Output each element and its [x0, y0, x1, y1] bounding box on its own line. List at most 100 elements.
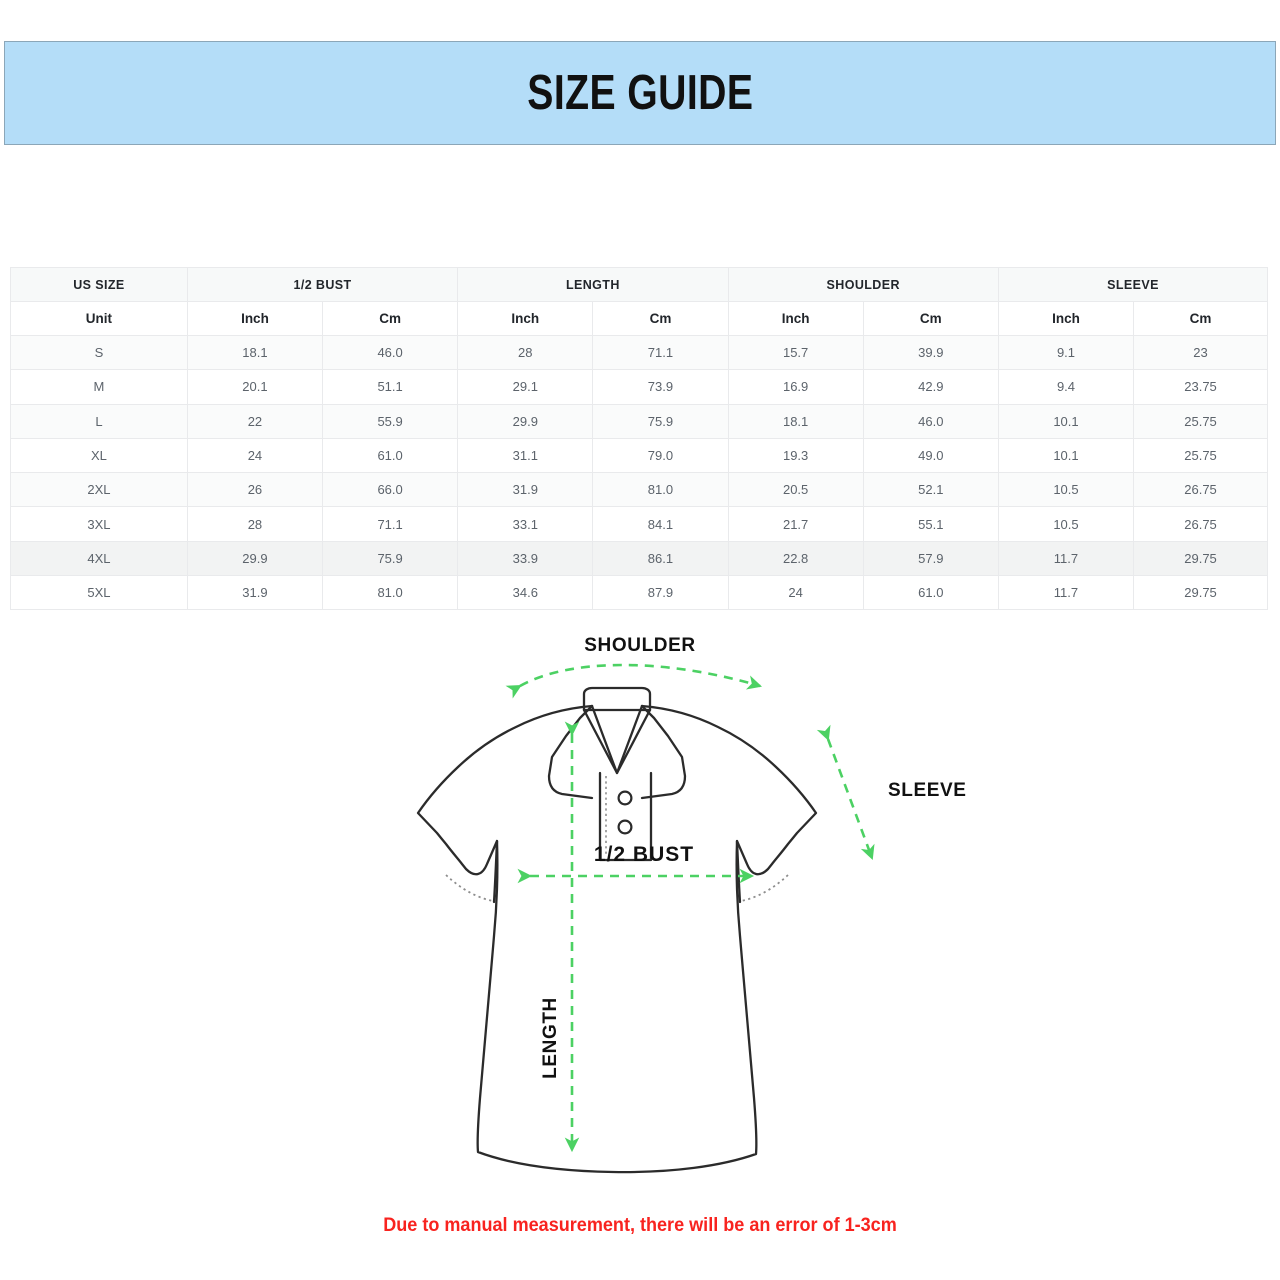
cell-shoulder-inch: 18.1	[727, 403, 864, 439]
unit-header-unit: Unit	[10, 301, 188, 336]
table-row: 5XL 31.9 81.0 34.6 87.9 24 61.0 11.7 29.…	[10, 575, 1268, 611]
shirt-outline	[416, 686, 818, 1174]
group-header-sleeve: SLEEVE	[997, 267, 1269, 302]
group-header-bust: 1/2 BUST	[186, 267, 459, 302]
cell-bust-cm: 51.1	[322, 369, 459, 405]
unit-header-length-cm: Cm	[592, 301, 729, 336]
unit-header-bust-inch: Inch	[186, 301, 324, 336]
table-group-header-row: US SIZE 1/2 BUST LENGTH SHOULDER SLEEVE	[10, 267, 1269, 302]
cell-bust-inch: 18.1	[186, 334, 324, 371]
cell-length-inch: 29.1	[457, 369, 594, 405]
unit-header-sleeve-cm: Cm	[1133, 301, 1268, 336]
table-row: XL 24 61.0 31.1 79.0 19.3 49.0 10.1 25.7…	[10, 437, 1268, 474]
table-row: S 18.1 46.0 28 71.1 15.7 39.9 9.1 23	[10, 334, 1268, 371]
size-chart-table: US SIZE 1/2 BUST LENGTH SHOULDER SLEEVE …	[10, 267, 1269, 611]
unit-header-sleeve-inch: Inch	[997, 301, 1135, 336]
group-header-us-size: US SIZE	[10, 267, 188, 302]
unit-header-bust-cm: Cm	[322, 301, 459, 336]
cell-bust-cm: 81.0	[322, 575, 459, 611]
cell-bust-inch: 28	[186, 506, 324, 542]
cell-shoulder-inch: 20.5	[727, 472, 864, 508]
cell-bust-inch: 29.9	[186, 540, 324, 577]
table-row: 4XL 29.9 75.9 33.9 86.1 22.8 57.9 11.7 2…	[10, 540, 1268, 577]
cell-sleeve-cm: 23	[1133, 334, 1268, 371]
unit-header-shoulder-cm: Cm	[862, 301, 999, 336]
cell-sleeve-inch: 10.1	[997, 437, 1135, 474]
cell-size: 3XL	[10, 506, 188, 542]
cell-sleeve-inch: 11.7	[997, 540, 1135, 577]
cell-shoulder-cm: 42.9	[862, 369, 999, 405]
cell-shoulder-inch: 15.7	[727, 334, 864, 371]
unit-header-length-inch: Inch	[457, 301, 594, 336]
cell-sleeve-cm: 25.75	[1133, 403, 1268, 439]
cell-bust-cm: 61.0	[322, 437, 459, 474]
group-header-length: LENGTH	[457, 267, 729, 302]
cell-sleeve-cm: 29.75	[1133, 575, 1268, 611]
cell-length-cm: 86.1	[592, 540, 729, 577]
table-unit-header-row: Unit Inch Cm Inch Cm Inch Cm Inch Cm	[10, 301, 1268, 336]
cell-sleeve-cm: 29.75	[1133, 540, 1268, 577]
cell-length-inch: 31.9	[457, 472, 594, 508]
page-title: SIZE GUIDE	[526, 66, 754, 120]
cell-sleeve-inch: 10.5	[997, 506, 1135, 542]
size-table-container: US SIZE 1/2 BUST LENGTH SHOULDER SLEEVE …	[10, 267, 1269, 611]
bust-label: 1/2 BUST	[594, 843, 694, 866]
cell-sleeve-inch: 11.7	[997, 575, 1135, 611]
cell-size: M	[10, 369, 188, 405]
cell-length-cm: 87.9	[592, 575, 729, 611]
cell-bust-cm: 71.1	[322, 506, 459, 542]
cell-bust-inch: 20.1	[186, 369, 324, 405]
sleeve-label: SLEEVE	[888, 780, 967, 801]
cell-bust-cm: 46.0	[322, 334, 459, 371]
cell-size: 2XL	[10, 472, 188, 508]
cell-shoulder-cm: 55.1	[862, 506, 999, 542]
cell-length-inch: 34.6	[457, 575, 594, 611]
cell-shoulder-cm: 57.9	[862, 540, 999, 577]
button-bottom	[617, 819, 633, 835]
shoulder-label: SHOULDER	[584, 635, 695, 656]
cell-shoulder-inch: 19.3	[727, 437, 864, 474]
cell-sleeve-cm: 25.75	[1133, 437, 1268, 474]
table-row: L 22 55.9 29.9 75.9 18.1 46.0 10.1 25.75	[10, 403, 1268, 439]
cell-shoulder-cm: 39.9	[862, 334, 999, 371]
cell-bust-cm: 55.9	[322, 403, 459, 439]
cell-bust-inch: 22	[186, 403, 324, 439]
group-header-shoulder: SHOULDER	[727, 267, 999, 302]
sleeve-measure-arrow	[816, 724, 875, 860]
cell-shoulder-inch: 16.9	[727, 369, 864, 405]
cell-shoulder-inch: 24	[727, 575, 864, 611]
cell-size: 4XL	[10, 540, 188, 577]
cell-length-inch: 31.1	[457, 437, 594, 474]
cell-sleeve-inch: 9.4	[997, 369, 1135, 405]
table-row: 2XL 26 66.0 31.9 81.0 20.5 52.1 10.5 26.…	[10, 472, 1268, 508]
right-cuff-stitching	[740, 874, 789, 902]
cell-length-cm: 79.0	[592, 437, 729, 474]
cell-bust-cm: 75.9	[322, 540, 459, 577]
table-row: 3XL 28 71.1 33.1 84.1 21.7 55.1 10.5 26.…	[10, 506, 1268, 542]
cell-length-cm: 81.0	[592, 472, 729, 508]
button-top	[617, 790, 633, 806]
cell-length-inch: 33.9	[457, 540, 594, 577]
cell-size: XL	[10, 437, 188, 474]
cell-shoulder-cm: 49.0	[862, 437, 999, 474]
cell-shoulder-cm: 61.0	[862, 575, 999, 611]
cell-size: L	[10, 403, 188, 439]
cell-sleeve-cm: 23.75	[1133, 369, 1268, 405]
measurement-disclaimer: Due to manual measurement, there will be…	[383, 1215, 897, 1236]
cell-length-inch: 33.1	[457, 506, 594, 542]
unit-header-shoulder-inch: Inch	[727, 301, 864, 336]
cell-shoulder-cm: 46.0	[862, 403, 999, 439]
cell-shoulder-cm: 52.1	[862, 472, 999, 508]
cell-length-inch: 28	[457, 334, 594, 371]
cell-size: 5XL	[10, 575, 188, 611]
cell-bust-inch: 24	[186, 437, 324, 474]
page-header-banner: SIZE GUIDE	[4, 41, 1276, 145]
shoulder-measure-arrow	[505, 663, 762, 699]
cell-length-inch: 29.9	[457, 403, 594, 439]
cell-size: S	[10, 334, 188, 371]
cell-bust-inch: 31.9	[186, 575, 324, 611]
cell-bust-cm: 66.0	[322, 472, 459, 508]
cell-length-cm: 75.9	[592, 403, 729, 439]
cell-sleeve-cm: 26.75	[1133, 472, 1268, 508]
left-cuff-stitching	[445, 874, 494, 902]
